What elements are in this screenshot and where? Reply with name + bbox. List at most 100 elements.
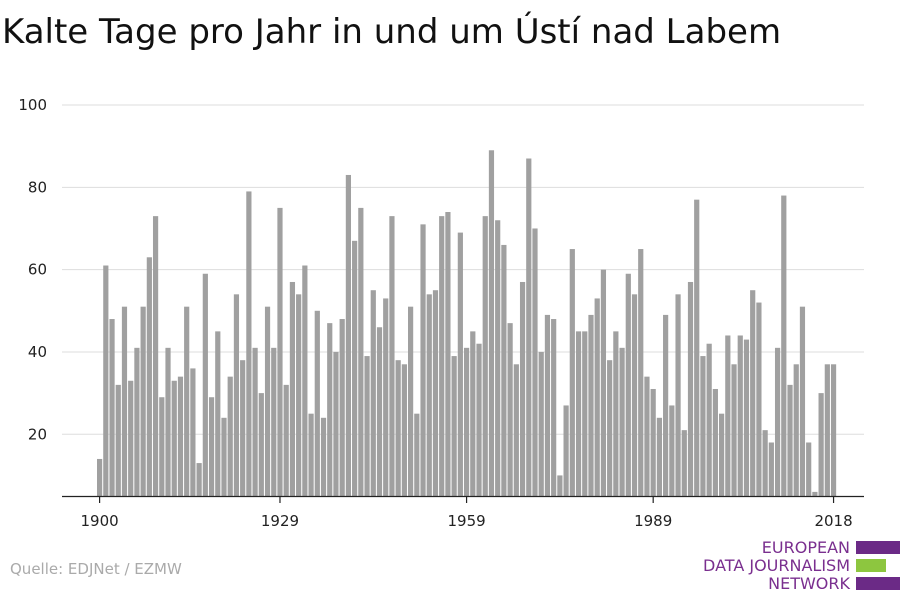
x-tick-label-1989: 1989 xyxy=(634,512,672,530)
bar-1961 xyxy=(476,343,482,496)
bar-2009 xyxy=(774,347,781,496)
bar-2013 xyxy=(799,306,806,496)
bar-1926 xyxy=(258,393,264,496)
x-tick-label-1900: 1900 xyxy=(81,512,119,530)
bar-1912 xyxy=(171,380,177,496)
bar-1951 xyxy=(414,413,420,496)
bar-2002 xyxy=(731,364,737,496)
bar-2016 xyxy=(818,393,824,496)
bar-1947 xyxy=(389,216,395,496)
chart-title: Kalte Tage pro Jahr in und um Ústí nad L… xyxy=(2,12,782,52)
bar-1974 xyxy=(557,475,563,496)
source-note: Quelle: EDJNet / EZMW xyxy=(10,560,182,578)
bar-1986 xyxy=(631,294,638,496)
bar-1943 xyxy=(364,356,370,496)
bar-1963 xyxy=(488,150,495,496)
bar-1972 xyxy=(544,314,551,496)
x-tick-label-1929: 1929 xyxy=(261,512,299,530)
bar-1937 xyxy=(327,323,333,496)
bar-1957 xyxy=(451,356,457,496)
bar-1940 xyxy=(345,174,351,496)
bar-1968 xyxy=(519,281,526,496)
bar-1921 xyxy=(227,376,233,496)
bar-1945 xyxy=(376,327,383,496)
bar-2008 xyxy=(768,442,774,496)
bar-1987 xyxy=(638,249,644,496)
bar-1989 xyxy=(650,388,656,496)
logo-line-1: EUROPEAN xyxy=(761,538,850,557)
bar-chart: 20 40 60 80 100 1900 1929 1959 1989 2018 xyxy=(18,96,864,530)
bar-1916 xyxy=(196,463,202,496)
bar-1922 xyxy=(233,294,240,496)
bars xyxy=(97,150,837,497)
y-tick-label-100: 100 xyxy=(18,96,47,114)
bar-1959 xyxy=(463,347,470,496)
bar-1935 xyxy=(314,310,320,496)
bar-1994 xyxy=(681,430,687,496)
bar-1983 xyxy=(613,331,619,496)
y-tick-label-60: 60 xyxy=(28,261,47,279)
bar-1988 xyxy=(644,376,650,496)
bar-2001 xyxy=(725,335,731,496)
bar-2014 xyxy=(806,442,812,496)
bar-1941 xyxy=(352,240,358,496)
bar-1927 xyxy=(264,306,271,496)
logo-bar-green xyxy=(856,559,886,572)
bar-1900 xyxy=(97,458,103,496)
bar-2005 xyxy=(750,290,756,496)
bar-1984 xyxy=(619,347,625,496)
bar-1936 xyxy=(320,417,327,496)
bar-2010 xyxy=(781,195,787,496)
bar-1934 xyxy=(308,413,314,496)
bar-1917 xyxy=(202,273,208,496)
bar-1956 xyxy=(445,212,451,496)
bar-1955 xyxy=(439,216,445,496)
bar-2003 xyxy=(737,335,743,496)
bar-1952 xyxy=(420,224,426,496)
bar-1928 xyxy=(271,347,277,496)
bar-1920 xyxy=(221,417,227,496)
bar-1982 xyxy=(607,360,613,496)
bar-1906 xyxy=(134,347,140,496)
bar-1966 xyxy=(507,323,513,496)
logo-line-2: DATA JOURNALISM xyxy=(703,556,850,575)
bar-1931 xyxy=(289,281,296,496)
bar-1976 xyxy=(569,249,575,496)
bar-1992 xyxy=(669,405,675,496)
bar-1909 xyxy=(152,216,159,496)
bar-1995 xyxy=(687,281,694,496)
bar-1919 xyxy=(215,331,221,496)
bar-1991 xyxy=(663,314,669,496)
bar-1977 xyxy=(575,331,582,496)
bar-1967 xyxy=(513,364,519,496)
bar-1930 xyxy=(283,384,289,496)
bar-1978 xyxy=(582,331,588,496)
bar-1914 xyxy=(184,306,190,496)
bar-2000 xyxy=(719,413,725,496)
bar-1938 xyxy=(333,351,339,496)
bar-2006 xyxy=(756,302,762,496)
bar-1901 xyxy=(103,265,109,496)
bar-1949 xyxy=(401,364,407,496)
bar-1903 xyxy=(115,384,121,496)
bar-1911 xyxy=(165,347,171,496)
bar-1954 xyxy=(432,290,439,496)
bar-2018 xyxy=(830,364,837,496)
bar-1971 xyxy=(538,351,544,496)
bar-1915 xyxy=(190,368,196,496)
bar-1962 xyxy=(482,216,488,496)
bar-1990 xyxy=(656,417,662,496)
bar-1950 xyxy=(408,306,414,496)
bar-1948 xyxy=(395,360,401,496)
edjnet-logo: EUROPEAN DATA JOURNALISM NETWORK xyxy=(700,538,900,596)
bar-2015 xyxy=(812,491,818,496)
axes xyxy=(62,495,864,503)
bar-1970 xyxy=(532,228,538,496)
bar-1913 xyxy=(177,376,184,496)
bar-1942 xyxy=(358,207,364,497)
tick-labels: 20 40 60 80 100 1900 1929 1959 1989 2018 xyxy=(18,96,852,530)
bar-1998 xyxy=(706,343,712,496)
bar-2012 xyxy=(793,364,799,496)
bar-2017 xyxy=(824,364,830,496)
bar-1924 xyxy=(246,191,252,496)
